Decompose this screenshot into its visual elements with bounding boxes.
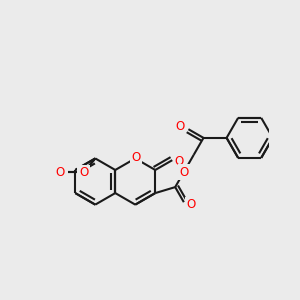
- Text: O: O: [56, 166, 65, 179]
- Text: O: O: [186, 198, 195, 211]
- Text: O: O: [175, 155, 184, 168]
- Text: O: O: [131, 151, 140, 164]
- Text: O: O: [78, 166, 87, 179]
- Text: O: O: [176, 120, 185, 134]
- Text: O: O: [79, 166, 88, 179]
- Text: O: O: [179, 166, 188, 178]
